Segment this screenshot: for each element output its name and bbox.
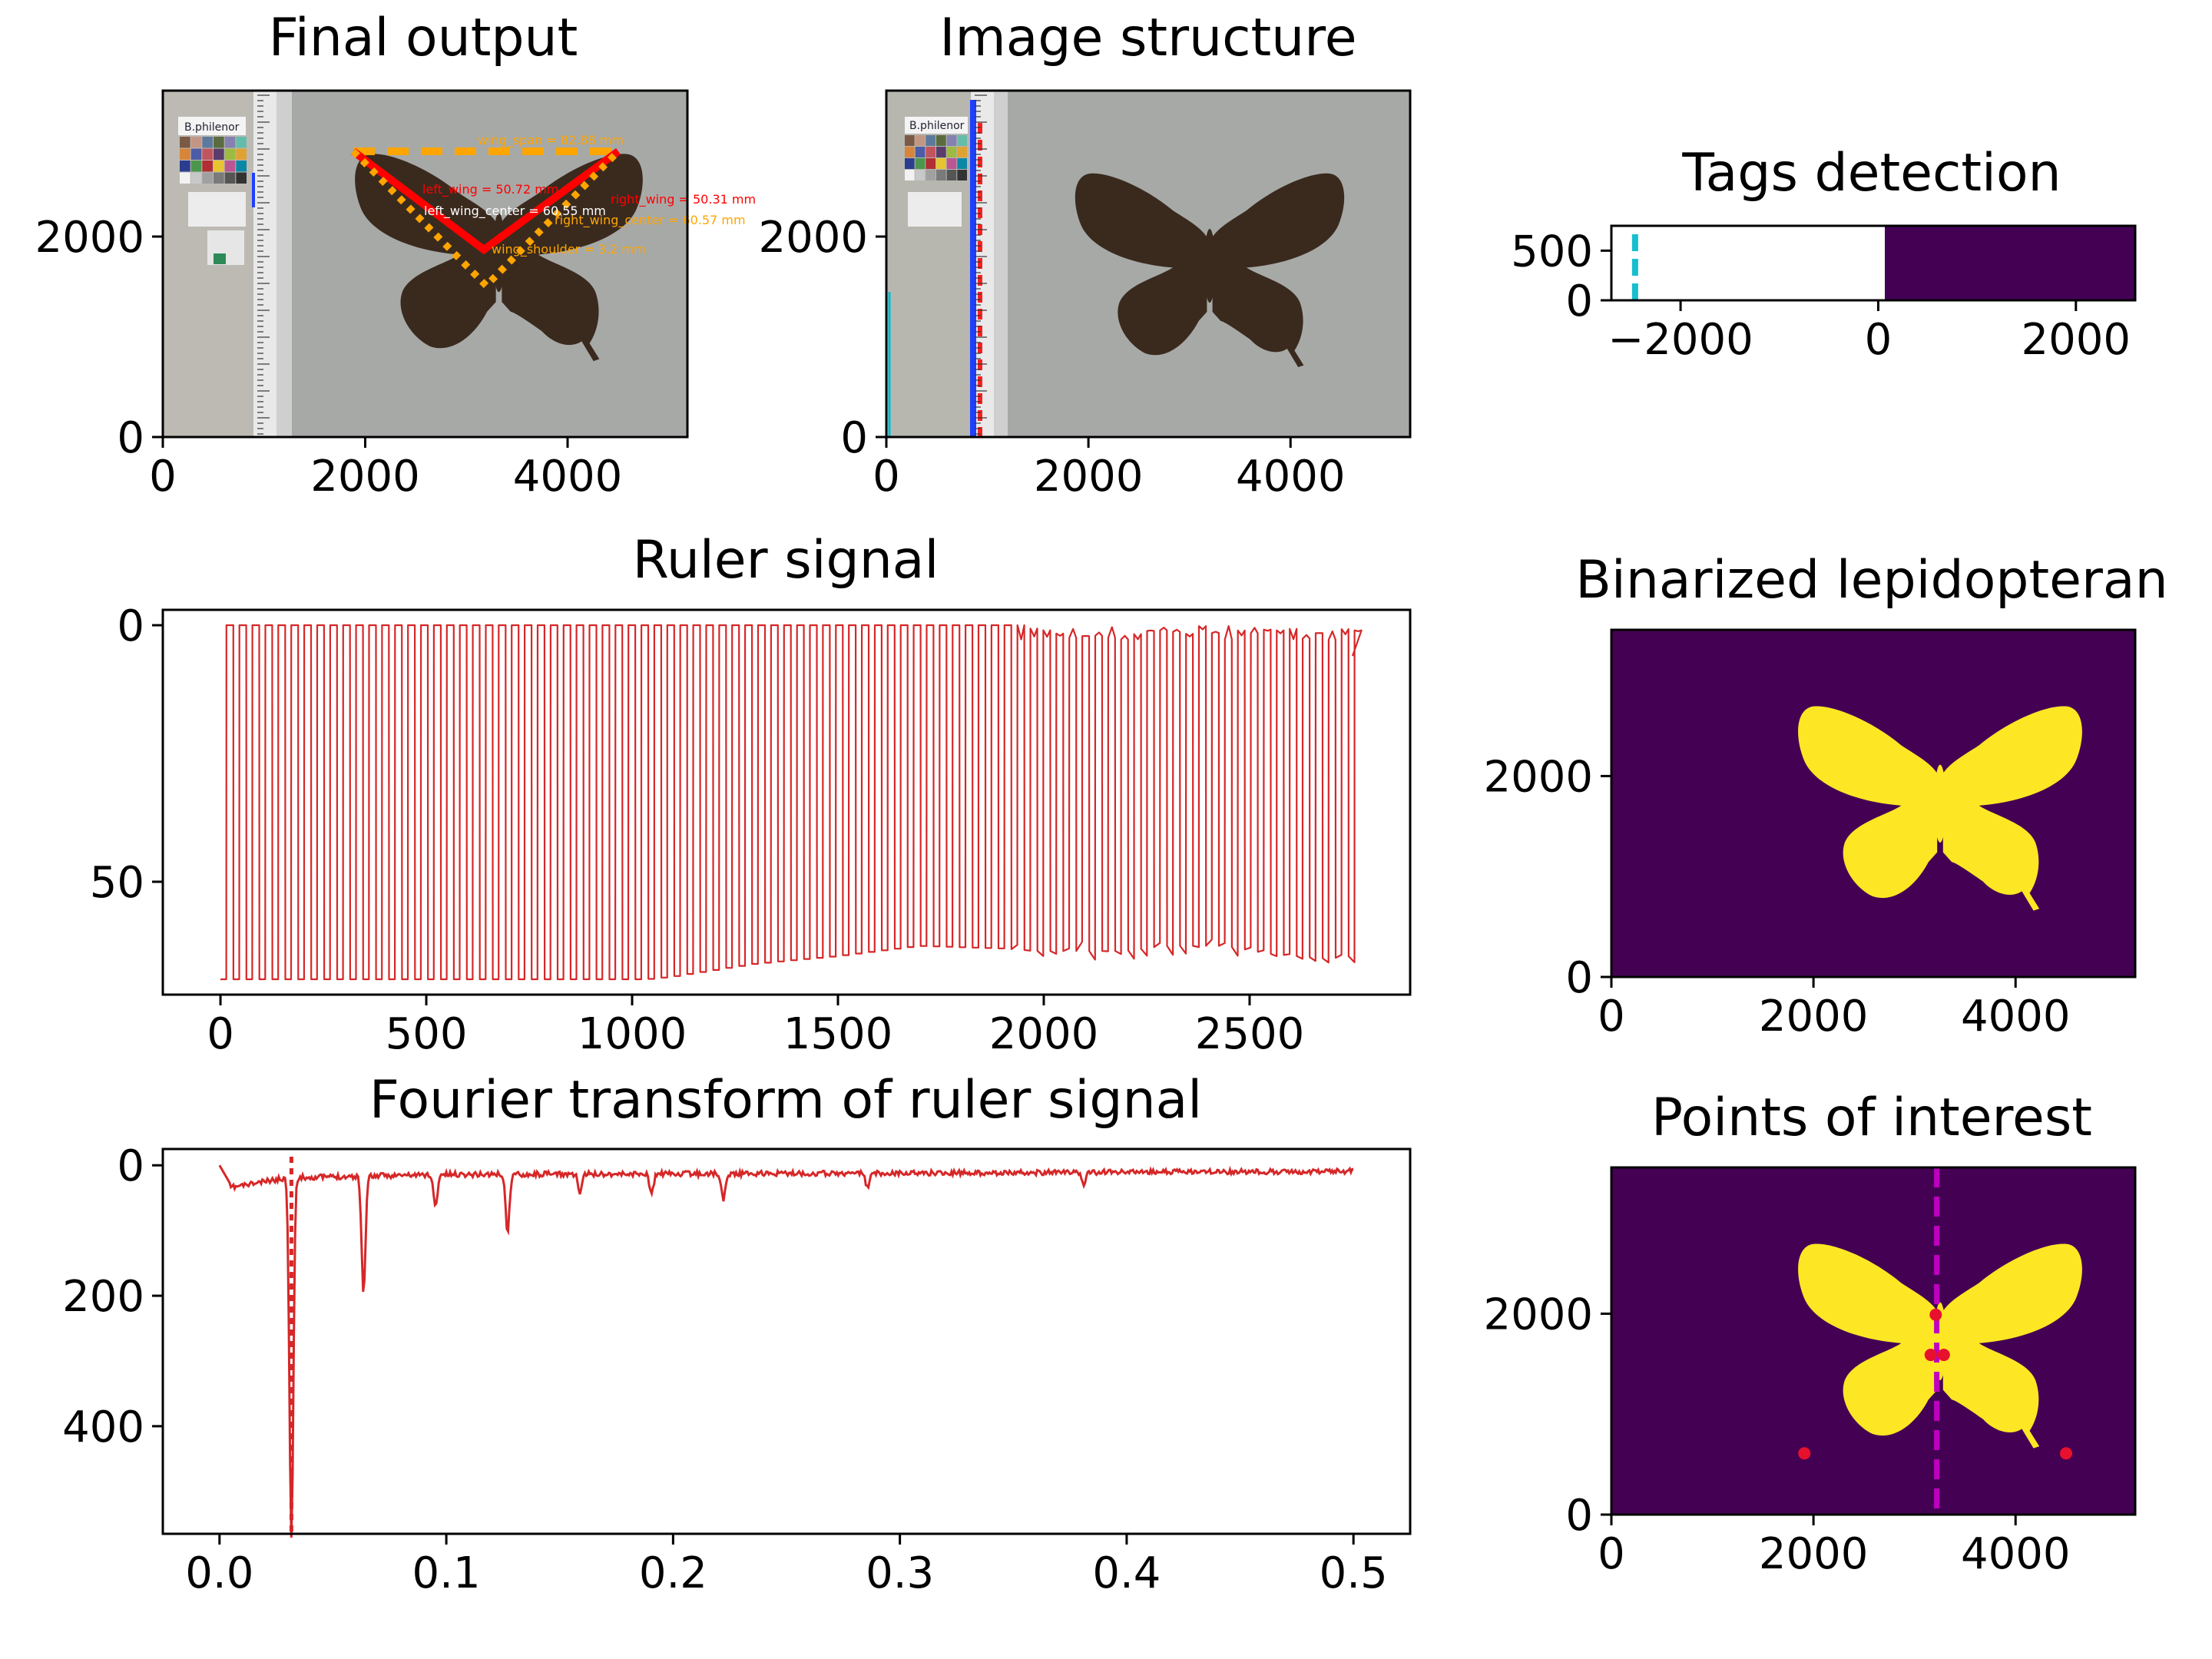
fourier-title: Fourier transform of ruler signal [369,1070,1202,1131]
x-tick-label: 1500 [783,1009,893,1059]
x-tick-label: 2000 [1759,992,1869,1041]
ann-right-wing-center: right_wing_center = 60.57 mm [555,213,746,228]
y-tick-label: 200 [62,1272,144,1322]
panel-tags-detection: Tags detection [1610,143,2137,302]
x-tick-label: 0.0 [185,1548,253,1598]
x-tick-label: 2500 [1195,1009,1305,1059]
x-tick-label: 0 [1598,992,1625,1041]
color-checker [905,135,967,180]
ann-right-wing: right_wing = 50.31 mm [611,192,756,207]
y-tick-label: 400 [62,1402,144,1452]
fourier-line [218,1164,1354,1538]
y-tick-label: 2000 [1483,1290,1593,1339]
final-output-specimen-label: B.philenor [184,121,240,134]
x-tick-label: 2000 [2022,315,2131,365]
image-structure-title: Image structure [939,8,1356,68]
x-tick-label: 4000 [1961,992,2071,1041]
y-tick-label: 2000 [1483,752,1593,802]
x-tick-label: 0 [1865,315,1892,365]
y-tick-label: 0 [117,1141,144,1191]
x-tick-label: −2000 [1608,315,1753,365]
x-tick-label: 2000 [1759,1529,1869,1579]
panel-image-structure: Image structure B.philenor [885,8,1412,439]
points-title: Points of interest [1651,1088,2092,1148]
wing-lines [350,147,621,255]
color-checker [180,137,247,184]
x-tick-label: 0.4 [1092,1548,1161,1598]
tags-image-region [1885,226,2135,300]
panel-ruler-signal: Ruler signal [161,530,1412,996]
y-tick-label: 500 [1511,227,1593,276]
ruler-signal-line [220,624,1363,981]
final-output-title: Final output [269,8,578,68]
tags-empty-region [1611,226,1885,300]
ann-left-wing: left_wing = 50.72 mm [422,182,558,197]
y-tick-label: 0 [117,601,144,651]
x-tick-label: 0.2 [639,1548,707,1598]
x-tick-label: 0.1 [412,1548,481,1598]
ruler-signal-title: Ruler signal [633,530,939,591]
final-output-photo: B.philenor wing_span = 82.88 mm left_win… [163,91,756,437]
x-tick-label: 2000 [989,1009,1099,1059]
x-tick-label: 4000 [513,452,623,502]
y-tick-label: 0 [117,413,144,463]
panel-binarized: Binarized lepidopteran [1575,550,2168,979]
y-tick-label: 0 [1565,953,1593,1003]
point-marker [2060,1447,2073,1460]
y-tick-label: 0 [840,413,868,463]
x-tick-label: 4000 [1236,452,1346,502]
x-tick-label: 1000 [578,1009,687,1059]
x-tick-label: 4000 [1961,1529,2071,1579]
ann-wing-shoulder: wing_shoulder = 3.2 mm [492,242,646,257]
point-marker [1929,1308,1942,1321]
x-tick-label: 0.3 [866,1548,934,1598]
ann-wing-span: wing_span = 82.88 mm [478,133,624,148]
point-marker [1937,1349,1950,1362]
point-marker [1924,1349,1937,1362]
panel-fourier: Fourier transform of ruler signal [161,1070,1412,1538]
point-marker [1798,1447,1811,1460]
x-tick-label: 0 [1598,1529,1625,1579]
points-of-interest [1798,1308,2073,1460]
panel-points: Points of interest [1610,1088,2137,1516]
x-tick-label: 0.5 [1320,1548,1388,1598]
y-tick-label: 50 [90,858,144,908]
points-background [1611,1167,2135,1515]
image-structure-specimen-label: B.philenor [909,120,965,132]
tags-detection-title: Tags detection [1681,143,2061,204]
x-tick-label: 0 [207,1009,234,1059]
ann-left-wing-center: left_wing_center = 60.55 mm [424,204,606,219]
x-tick-label: 500 [386,1009,468,1059]
binarized-title: Binarized lepidopteran [1575,550,2167,611]
binarized-background [1611,630,2135,977]
x-tick-label: 0 [149,452,177,502]
y-tick-label: 0 [1565,276,1593,326]
y-tick-label: 2000 [35,213,144,263]
x-tick-label: 2000 [310,452,420,502]
y-tick-label: 0 [1565,1491,1593,1541]
panel-final-output: Final output B.philenor wing_span = 82.8… [161,8,756,439]
x-tick-label: 2000 [1034,452,1144,502]
y-tick-label: 2000 [758,213,868,263]
wing-center-lines [350,148,621,291]
x-tick-label: 0 [873,452,900,502]
image-structure-photo: B.philenor [886,91,1410,437]
